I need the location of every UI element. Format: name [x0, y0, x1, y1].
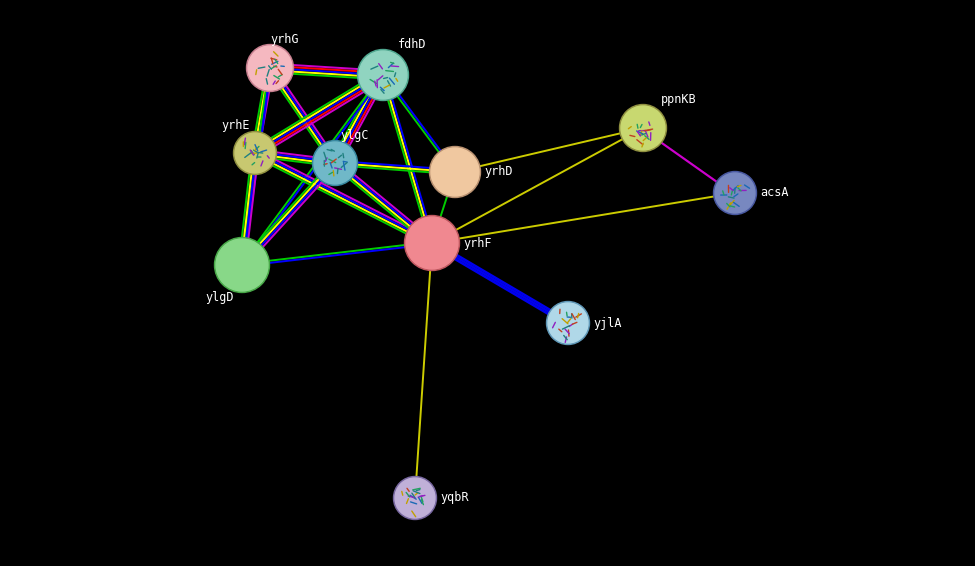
Circle shape	[547, 302, 590, 345]
Circle shape	[313, 140, 358, 186]
Circle shape	[715, 173, 755, 213]
Circle shape	[233, 131, 277, 174]
Text: fdhD: fdhD	[398, 37, 426, 50]
Circle shape	[714, 171, 757, 215]
Circle shape	[248, 46, 292, 90]
Circle shape	[247, 45, 293, 92]
Circle shape	[430, 147, 481, 198]
Circle shape	[314, 142, 356, 184]
Circle shape	[359, 51, 407, 99]
Text: yqbR: yqbR	[440, 491, 469, 504]
Circle shape	[395, 478, 435, 518]
Circle shape	[235, 133, 275, 173]
Circle shape	[431, 148, 479, 196]
Text: yjlA: yjlA	[593, 316, 621, 329]
Text: acsA: acsA	[760, 187, 789, 199]
Text: yrhG: yrhG	[270, 32, 298, 45]
Text: ylgC: ylgC	[340, 128, 369, 142]
Circle shape	[405, 216, 459, 271]
Text: ppnKB: ppnKB	[661, 92, 696, 105]
Circle shape	[621, 106, 665, 150]
Circle shape	[358, 49, 409, 101]
Text: ylgD: ylgD	[206, 291, 234, 305]
Circle shape	[214, 238, 269, 293]
Text: yrhE: yrhE	[221, 119, 250, 132]
Circle shape	[216, 239, 268, 291]
Circle shape	[619, 105, 667, 152]
Text: yrhD: yrhD	[484, 165, 513, 178]
Text: yrhF: yrhF	[463, 237, 491, 250]
Circle shape	[406, 217, 458, 269]
Circle shape	[548, 303, 588, 343]
Circle shape	[394, 477, 437, 520]
